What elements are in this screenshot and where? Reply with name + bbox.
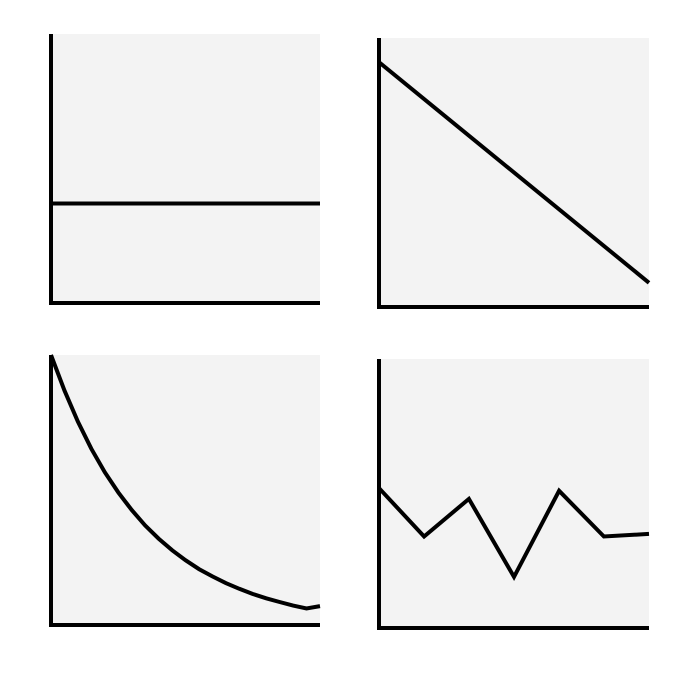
plot-area [51,34,320,303]
chart-panel-bottom-right [377,359,650,630]
series-line [49,354,321,611]
series-line [377,486,650,582]
plot-area [379,359,649,628]
series-line [377,60,651,285]
chart-panel-top-right [377,38,651,309]
chart-panel-top-left [49,34,320,305]
plot-area [51,355,320,625]
chart-panel-bottom-left [49,354,321,627]
